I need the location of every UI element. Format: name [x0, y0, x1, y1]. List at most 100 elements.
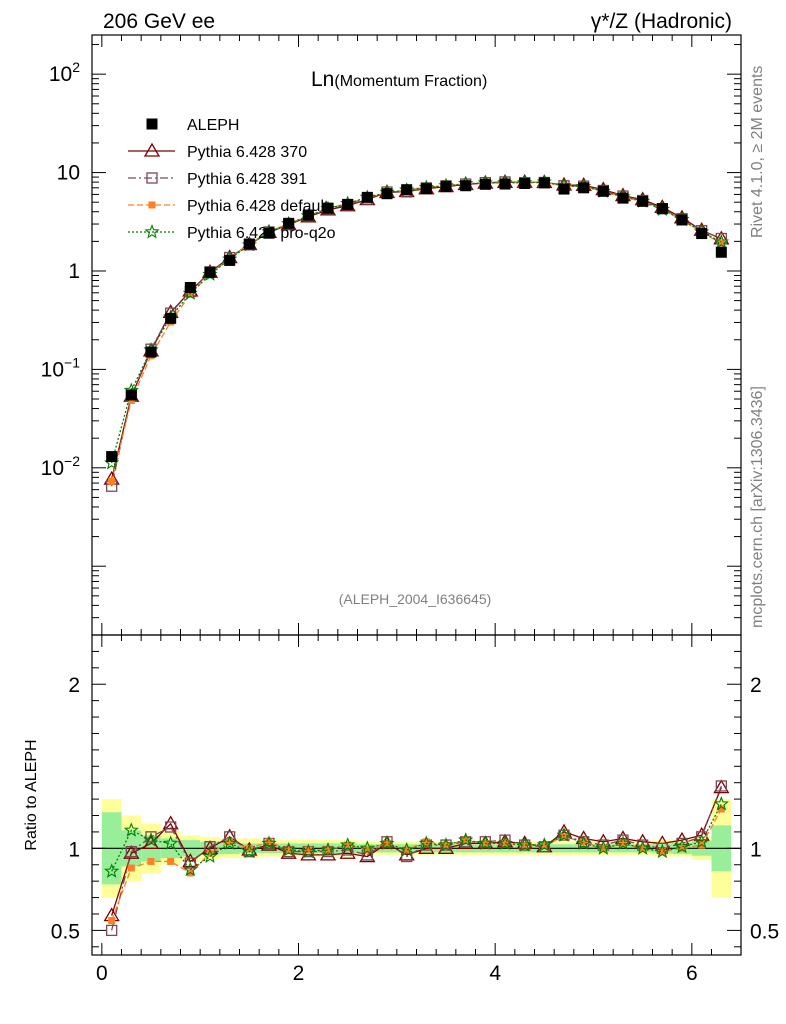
aleph-data-point	[656, 203, 668, 215]
y-tick-label: 10	[57, 162, 80, 185]
x-tick-label: 0	[96, 962, 108, 985]
aleph-data-point	[145, 346, 157, 358]
series-3-ratio-point	[167, 857, 175, 865]
aleph-data-point	[224, 254, 236, 266]
aleph-data-point	[381, 188, 393, 200]
series-4-ratio-point	[576, 835, 592, 850]
analysis-id-label: (ALEPH_2004_I636645)	[339, 591, 492, 607]
series-4-ratio-point	[241, 843, 257, 859]
series-4-ratio-point	[418, 835, 434, 850]
legend-marker-2	[146, 172, 158, 184]
ratio-tick-label-left: 1	[68, 838, 80, 861]
series-4-ratio-point	[379, 835, 395, 850]
aleph-data-point	[125, 389, 137, 401]
series-4-ratio-point	[713, 795, 729, 811]
plot-title-main: Ln	[311, 68, 334, 91]
header-process-label: γ*/Z (Hadronic)	[591, 10, 732, 33]
aleph-data-point	[165, 312, 177, 324]
series-4-ratio-point	[654, 843, 670, 859]
series-4-ratio-point	[556, 827, 572, 842]
aleph-data-point	[499, 178, 511, 190]
series-1-ratio-point	[359, 848, 376, 863]
series-2-ratio-point	[184, 857, 196, 869]
series-3-ratio-point	[265, 838, 273, 846]
ratio-tick-label-right: 1	[750, 838, 762, 861]
aleph-data-point	[617, 192, 629, 204]
x-tick-label: 2	[293, 962, 305, 985]
series-4-ratio-point	[359, 840, 375, 855]
series-2-ratio-point	[165, 821, 177, 833]
aleph-data-point	[538, 177, 550, 189]
aleph-data-point	[283, 217, 295, 229]
series-3-ratio-point	[560, 833, 568, 841]
plot-title: Ln(Momentum Fraction)	[311, 68, 487, 91]
aleph-data-point	[204, 266, 216, 278]
aleph-data-point	[637, 195, 649, 207]
aleph-data-point	[420, 183, 432, 195]
legend: ALEPH Pythia 6.428 370 Pythia 6.428 391 Pyt…	[128, 117, 336, 242]
series-4-ratio-point	[104, 863, 120, 878]
aleph-data-point	[263, 227, 275, 239]
series-2-ratio-line	[111, 785, 722, 931]
aleph-data-point	[401, 184, 413, 196]
ratio-panel-frame	[91, 634, 742, 956]
header-energy-label: 206 GeV ee	[103, 10, 215, 33]
aleph-data-point	[243, 238, 255, 250]
series-3-ratio-point	[540, 841, 548, 849]
aleph-data-point	[479, 178, 491, 190]
series-1-ratio-point	[713, 779, 730, 794]
series-4-ratio-point	[143, 832, 159, 847]
aleph-data-point	[597, 185, 609, 197]
series-4-ratio-point	[320, 841, 336, 857]
series-4-ratio-point	[477, 835, 493, 850]
aleph-data-point	[440, 181, 452, 193]
legend-marker-3	[148, 201, 156, 209]
legend-label-1: Pythia 6.428 370	[187, 144, 307, 161]
source-label: mcplots.cern.ch [arXiv:1306.3436]	[749, 386, 766, 628]
series-3-ratio-point	[363, 846, 371, 854]
aleph-data-point	[342, 198, 354, 210]
ratio-tick-label-right: 2	[750, 674, 762, 697]
series-3-ratio-point	[501, 839, 509, 847]
series-2-ratio-point	[715, 780, 727, 792]
series-3-ratio-point	[403, 846, 411, 854]
series-4-ratio-point	[595, 840, 611, 855]
series-4-ratio-point	[438, 837, 454, 852]
series-4-ratio-point	[340, 837, 356, 852]
series-4-ratio-point	[458, 832, 474, 847]
ratio-tick-label-left: 0.5	[51, 920, 80, 943]
series-4-ratio-point	[182, 861, 198, 877]
series-3-ratio-point	[285, 846, 293, 854]
rivet-version-label: Rivet 4.1.0, ≥ 2M events	[749, 66, 766, 238]
series-1-ratio-point	[123, 844, 140, 859]
y-tick-label: 10−2	[41, 453, 81, 480]
aleph-data-point	[322, 202, 334, 214]
y-tick-label: 102	[49, 59, 80, 86]
x-tick-label: 4	[489, 962, 501, 985]
series-4-ratio-point	[674, 838, 690, 854]
aleph-data-point	[578, 182, 590, 194]
aleph-data-point	[302, 209, 314, 221]
series-3-ratio-point	[127, 864, 135, 872]
series-3-ratio-point	[717, 805, 725, 813]
series-1-ratio-point	[339, 844, 356, 859]
series-4-ratio-point	[202, 848, 218, 864]
series-4-ratio-point	[615, 835, 631, 850]
series-3-ratio-point	[580, 838, 588, 846]
legend-label-3: Pythia 6.428 default	[187, 198, 329, 215]
x-tick-label: 6	[686, 962, 698, 985]
series-4-ratio-line	[111, 803, 722, 872]
series-3-ratio-point	[619, 839, 627, 847]
series-1-ratio-point	[162, 815, 179, 830]
series-4-ratio-point	[163, 835, 179, 850]
series-1-ratio-point	[182, 853, 199, 868]
ratio-tick-label-left: 2	[68, 674, 80, 697]
y-tick-label: 1	[68, 260, 80, 283]
series-3-ratio-point	[226, 838, 234, 846]
series-4-ratio-point	[635, 840, 651, 855]
y-tick-label: 10−1	[41, 354, 81, 381]
series-4-main-point	[713, 233, 729, 249]
aleph-data-point	[184, 281, 196, 293]
legend-marker-1	[143, 142, 161, 157]
series-3-ratio-point	[678, 844, 686, 852]
